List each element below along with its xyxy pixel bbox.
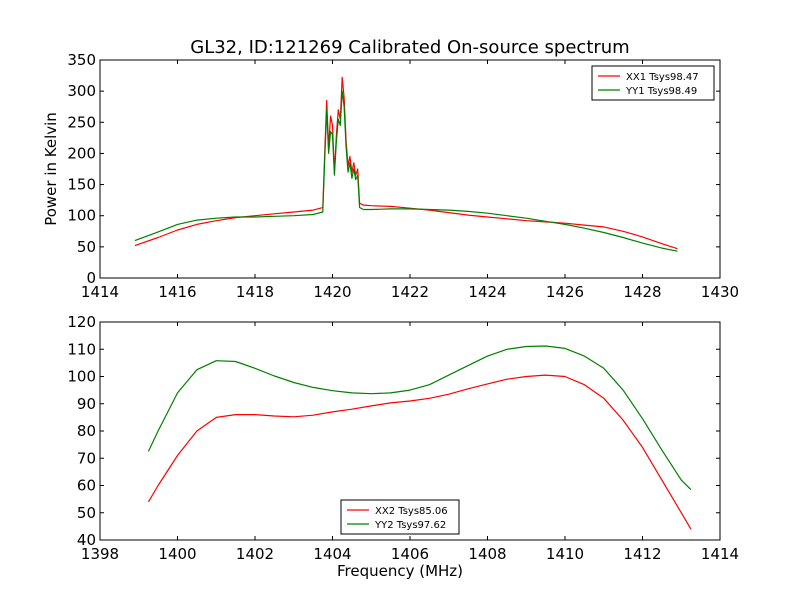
bottom-x-tick-label: 1412 bbox=[623, 545, 661, 563]
top-x-tick-label: 1426 bbox=[546, 283, 584, 301]
top-x-tick-label: 1428 bbox=[623, 283, 661, 301]
bottom-series-line-yy2 bbox=[147, 345, 692, 491]
top-legend-label: XX1 Tsys98.47 bbox=[626, 72, 699, 83]
top-x-tick-label: 1416 bbox=[158, 283, 196, 301]
top-panel: 1414 1416 1418 1420 1422 1424 1426 1428 1430 0 50 1… bbox=[42, 51, 739, 301]
bottom-x-tick-label: 1410 bbox=[546, 545, 584, 563]
top-legend-label: YY1 Tsys98.49 bbox=[625, 86, 697, 97]
bottom-x-tick-label: 1398 bbox=[81, 545, 119, 563]
bottom-y-tick-label: 70 bbox=[77, 449, 96, 467]
bottom-x-axis-label: Frequency (MHz) bbox=[337, 562, 463, 580]
top-series-line-xx1 bbox=[134, 76, 678, 250]
top-x-tick-label: 1418 bbox=[236, 283, 274, 301]
top-legend: XX1 Tsys98.47 YY1 Tsys98.49 bbox=[591, 65, 715, 101]
top-x-tick-label: 1422 bbox=[391, 283, 429, 301]
top-y-tick-label: 50 bbox=[77, 238, 96, 256]
bottom-x-tick-label: 1406 bbox=[391, 545, 429, 563]
bottom-legend-label: YY2 Tsys97.62 bbox=[374, 520, 446, 531]
bottom-legend-box bbox=[340, 499, 460, 535]
top-y-tick-label: 250 bbox=[67, 113, 96, 131]
bottom-x-tick-label: 1404 bbox=[313, 545, 351, 563]
bottom-legend: XX2 Tsys85.06 YY2 Tsys97.62 bbox=[340, 499, 460, 535]
bottom-series-group bbox=[147, 345, 692, 530]
bottom-y-tick-label: 80 bbox=[77, 422, 96, 440]
bottom-y-tick-label: 90 bbox=[77, 395, 96, 413]
bottom-y-tick-label: 60 bbox=[77, 477, 96, 495]
bottom-x-tick-label: 1400 bbox=[158, 545, 196, 563]
bottom-y-tick-label: 100 bbox=[67, 368, 96, 386]
top-y-tick-label: 350 bbox=[67, 51, 96, 69]
bottom-x-tick-label: 1408 bbox=[468, 545, 506, 563]
top-x-tick-label: 1430 bbox=[701, 283, 739, 301]
top-y-tick-label: 0 bbox=[86, 269, 96, 287]
bottom-panel: 1398 1400 1402 1404 1406 1408 1410 1412 1414 40 50… bbox=[67, 313, 739, 580]
top-y-tick-label: 150 bbox=[67, 176, 96, 194]
top-y-tick-label: 200 bbox=[67, 144, 96, 162]
bottom-y-tick-label: 110 bbox=[67, 340, 96, 358]
top-legend-box bbox=[591, 65, 715, 101]
top-x-tick-label: 1420 bbox=[313, 283, 351, 301]
top-series-group bbox=[134, 76, 678, 252]
bottom-series-line-xx2 bbox=[147, 374, 692, 530]
top-y-tick-label: 300 bbox=[67, 82, 96, 100]
bottom-legend-label: XX2 Tsys85.06 bbox=[375, 506, 448, 517]
top-x-tick-label: 1414 bbox=[81, 283, 119, 301]
bottom-x-tick-label: 1414 bbox=[701, 545, 739, 563]
top-y-axis-label: Power in Kelvin bbox=[42, 112, 60, 226]
top-x-tick-label: 1424 bbox=[468, 283, 506, 301]
top-series-line-yy1 bbox=[134, 90, 678, 252]
bottom-y-tick-label: 50 bbox=[77, 504, 96, 522]
figure-title: GL32, ID:121269 Calibrated On-source spe… bbox=[190, 37, 629, 58]
bottom-y-tick-label: 40 bbox=[77, 531, 96, 549]
bottom-x-tick-label: 1402 bbox=[236, 545, 274, 563]
top-y-tick-label: 100 bbox=[67, 207, 96, 225]
bottom-y-tick-label: 120 bbox=[67, 313, 96, 331]
